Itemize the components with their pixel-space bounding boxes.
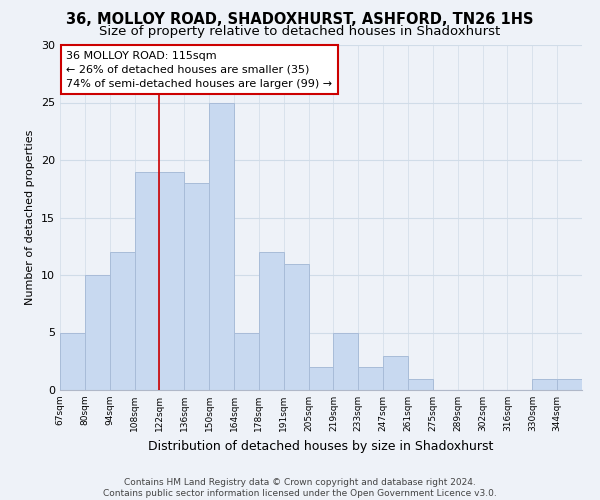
- Bar: [383, 356, 408, 390]
- X-axis label: Distribution of detached houses by size in Shadoxhurst: Distribution of detached houses by size …: [148, 440, 494, 452]
- Bar: [160, 172, 184, 390]
- Bar: [60, 332, 85, 390]
- Y-axis label: Number of detached properties: Number of detached properties: [25, 130, 35, 305]
- Bar: [557, 378, 582, 390]
- Text: Size of property relative to detached houses in Shadoxhurst: Size of property relative to detached ho…: [100, 25, 500, 38]
- Bar: [532, 378, 557, 390]
- Bar: [259, 252, 284, 390]
- Bar: [85, 275, 110, 390]
- Bar: [184, 183, 209, 390]
- Bar: [110, 252, 134, 390]
- Bar: [234, 332, 259, 390]
- Text: 36, MOLLOY ROAD, SHADOXHURST, ASHFORD, TN26 1HS: 36, MOLLOY ROAD, SHADOXHURST, ASHFORD, T…: [66, 12, 534, 28]
- Bar: [334, 332, 358, 390]
- Bar: [358, 367, 383, 390]
- Text: 36 MOLLOY ROAD: 115sqm
← 26% of detached houses are smaller (35)
74% of semi-det: 36 MOLLOY ROAD: 115sqm ← 26% of detached…: [66, 51, 332, 89]
- Bar: [209, 102, 234, 390]
- Bar: [134, 172, 160, 390]
- Text: Contains HM Land Registry data © Crown copyright and database right 2024.
Contai: Contains HM Land Registry data © Crown c…: [103, 478, 497, 498]
- Bar: [308, 367, 334, 390]
- Bar: [284, 264, 308, 390]
- Bar: [408, 378, 433, 390]
